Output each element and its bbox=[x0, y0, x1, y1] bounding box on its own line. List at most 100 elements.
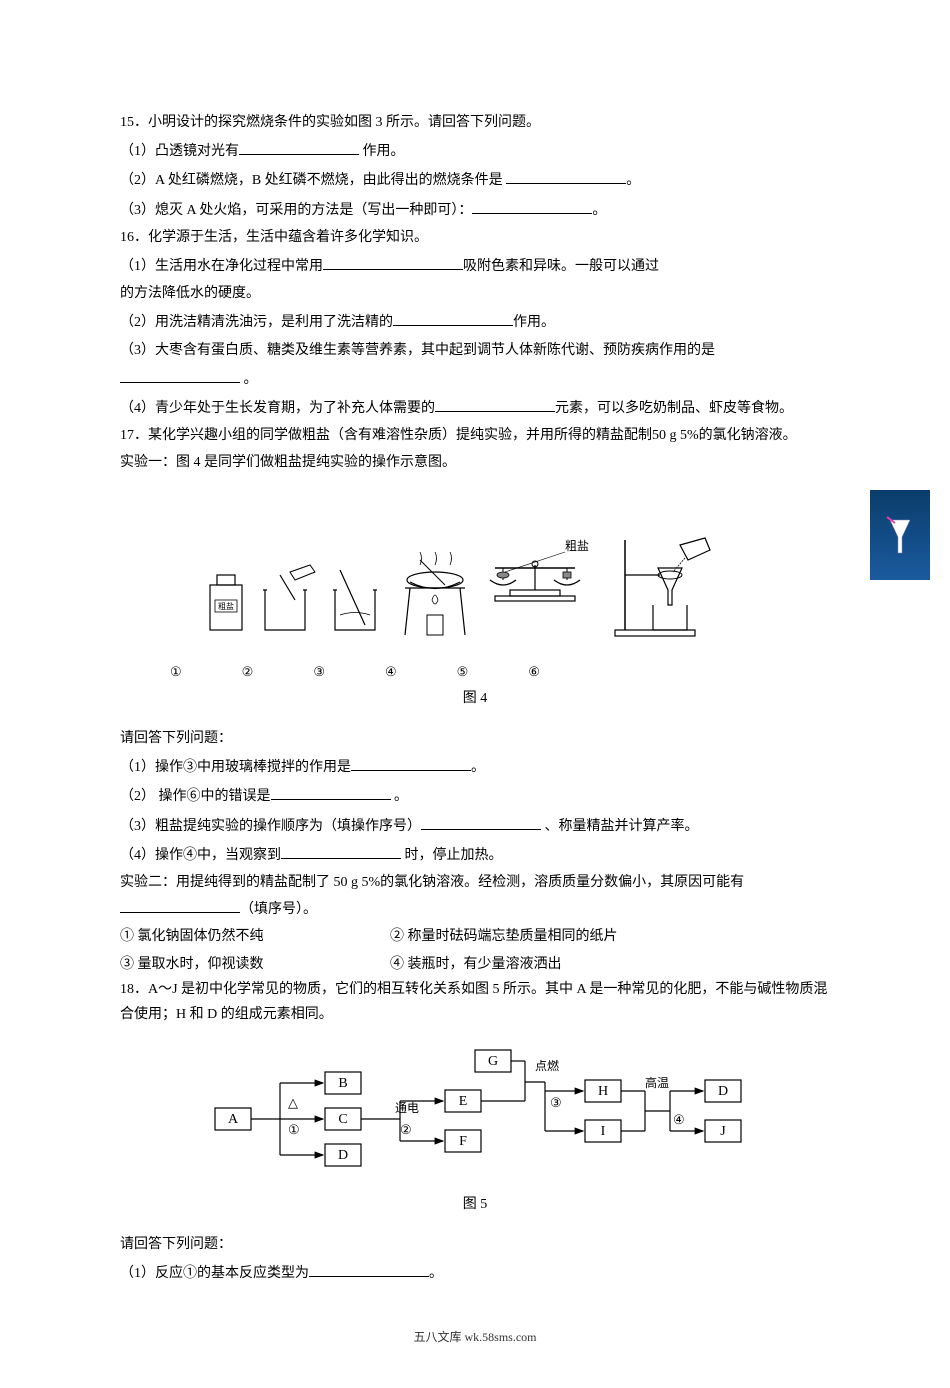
q15-part1: （1）凸透镜对光有 作用。 bbox=[120, 137, 830, 164]
label-r4: ④ bbox=[673, 1112, 685, 1127]
q17-p3a: （3）粗盐提纯实验的操作顺序为（填操作序号） bbox=[120, 819, 421, 834]
figure4-container: 粗盐 bbox=[120, 490, 830, 711]
label-r1: ① bbox=[288, 1122, 300, 1137]
fig4-label-5: ⑤ bbox=[457, 660, 469, 683]
q16-p1a: （1）生活用水在净化过程中常用 bbox=[120, 259, 323, 274]
node-H: H bbox=[598, 1084, 608, 1099]
node-A: A bbox=[228, 1112, 239, 1127]
q17-p1b: 。 bbox=[471, 760, 485, 775]
figure5-caption: 图 5 bbox=[120, 1192, 830, 1217]
label-electrify: 通电 bbox=[395, 1101, 419, 1115]
fig4-label-3: ③ bbox=[313, 660, 325, 683]
blank bbox=[393, 308, 513, 326]
q15-part2: （2）A 处红磷燃烧，B 处红磷不燃烧，由此得出的燃烧条件是 。 bbox=[120, 166, 830, 193]
q17-p3b: 、称量精盐并计算产率。 bbox=[541, 819, 699, 834]
label-ignite: 点燃 bbox=[535, 1058, 559, 1073]
blank bbox=[421, 812, 541, 830]
figure4-labels: ① ② ③ ④ ⑤ ⑥ bbox=[140, 660, 570, 683]
label-r3: ③ bbox=[550, 1095, 562, 1110]
q16-p4b: 元素，可以多吃奶制品、虾皮等食物。 bbox=[555, 401, 793, 416]
q16-p2a: （2）用洗洁精清洗油污，是利用了洗洁精的 bbox=[120, 315, 393, 330]
side-photo bbox=[870, 490, 930, 580]
document-body: 15．小明设计的探究燃烧条件的实验如图 3 所示。请回答下列问题。 （1）凸透镜… bbox=[120, 110, 830, 1348]
q16-p2: （2）用洗洁精清洗油污，是利用了洗洁精的作用。 bbox=[120, 308, 830, 335]
label-triangle: △ bbox=[288, 1095, 298, 1110]
q18-title: 18．A～J 是初中化学常见的物质，它们的相互转化关系如图 5 所示。其中 A … bbox=[120, 977, 830, 1027]
q16-p1b: 吸附色素和异味。一般可以通过 bbox=[463, 259, 659, 274]
q17-exp1: 实验一：图 4 是同学们做粗盐提纯实验的操作示意图。 bbox=[120, 450, 830, 475]
q17-exp2b: （填序号）。 bbox=[240, 902, 317, 917]
fig4-label-4: ④ bbox=[385, 660, 397, 683]
q17-p2a: （2） 操作⑥中的错误是 bbox=[120, 789, 271, 804]
q17-prompt: 请回答下列问题： bbox=[120, 726, 830, 751]
q18-p1b: 。 bbox=[429, 1266, 443, 1281]
blank bbox=[323, 252, 463, 270]
funnel-mini-icon bbox=[885, 515, 915, 555]
label-r2: ② bbox=[400, 1122, 412, 1137]
node-J: J bbox=[720, 1124, 726, 1139]
q16-title: 16．化学源于生活，生活中蕴含着许多化学知识。 bbox=[120, 225, 830, 250]
fig4-label-1: ① bbox=[170, 660, 182, 683]
apparatus-2 bbox=[263, 565, 315, 630]
q16-p3a: （3）大枣含有蛋白质、糖类及维生素等营养素，其中起到调节人体新陈代谢、预防疾病作… bbox=[120, 343, 715, 358]
blank bbox=[239, 137, 359, 155]
q17-p4a: （4）操作④中，当观察到 bbox=[120, 848, 281, 863]
q17-opt4: ④ 装瓶时，有少量溶液洒出 bbox=[390, 952, 562, 977]
figure5: A B C D E F G H bbox=[175, 1042, 775, 1182]
blank bbox=[309, 1259, 429, 1277]
blank bbox=[120, 365, 240, 383]
q15-p1-suffix: 作用。 bbox=[359, 144, 405, 159]
label-hightemp: 高温 bbox=[645, 1075, 669, 1090]
apparatus-5: 粗盐 bbox=[490, 539, 589, 601]
q17-exp2a: 实验二：用提纯得到的精盐配制了 50 g 5%的氯化钠溶液。经检测，溶质质量分数… bbox=[120, 875, 744, 890]
q17-p2: （2） 操作⑥中的错误是 。 bbox=[120, 782, 830, 809]
q15-part3: （3）熄灭 A 处火焰，可采用的方法是（写出一种即可）：。 bbox=[120, 196, 830, 223]
q17-opt1: ① 氯化钠固体仍然不纯 bbox=[120, 924, 350, 949]
q18-p1: （1）反应①的基本反应类型为。 bbox=[120, 1259, 830, 1286]
svg-text:粗盐: 粗盐 bbox=[218, 601, 234, 611]
q17-p2b: 。 bbox=[391, 789, 409, 804]
q17-opt2: ② 称量时砝码端忘垫质量相同的纸片 bbox=[390, 924, 618, 949]
apparatus-6 bbox=[615, 538, 710, 636]
q15-p3-text: （3）熄灭 A 处火焰，可采用的方法是（写出一种即可）： bbox=[120, 203, 472, 218]
apparatus-4 bbox=[405, 552, 465, 635]
q16-p3: （3）大枣含有蛋白质、糖类及维生素等营养素，其中起到调节人体新陈代谢、预防疾病作… bbox=[120, 338, 830, 363]
figure5-container: A B C D E F G H bbox=[120, 1042, 830, 1217]
node-C: C bbox=[338, 1112, 347, 1127]
q17-exp2: 实验二：用提纯得到的精盐配制了 50 g 5%的氯化钠溶液。经检测，溶质质量分数… bbox=[120, 870, 830, 922]
q16-p4a: （4）青少年处于生长发育期，为了补充人体需要的 bbox=[120, 401, 435, 416]
q17-p3: （3）粗盐提纯实验的操作顺序为（填操作序号） 、称量精盐并计算产率。 bbox=[120, 812, 830, 839]
fig4-label-6: ⑥ bbox=[528, 660, 540, 683]
blank bbox=[271, 782, 391, 800]
node-E: E bbox=[459, 1094, 468, 1109]
q17-options-row1: ① 氯化钠固体仍然不纯 ② 称量时砝码端忘垫质量相同的纸片 bbox=[120, 924, 830, 949]
figure4-caption: 图 4 bbox=[120, 686, 830, 711]
q17-options-row2: ③ 量取水时，仰视读数 ④ 装瓶时，有少量溶液洒出 bbox=[120, 952, 830, 977]
blank bbox=[435, 394, 555, 412]
node-F: F bbox=[459, 1134, 467, 1149]
figure4-svg: 粗盐 bbox=[195, 490, 755, 650]
blank bbox=[281, 841, 401, 859]
q18-prompt: 请回答下列问题： bbox=[120, 1232, 830, 1257]
node-B: B bbox=[338, 1076, 347, 1091]
q16-p1c: 的方法降低水的硬度。 bbox=[120, 281, 830, 306]
q16-p1: （1）生活用水在净化过程中常用 吸附色素和异味。一般可以通过 bbox=[120, 252, 830, 279]
q16-p4: （4）青少年处于生长发育期，为了补充人体需要的 元素，可以多吃奶制品、虾皮等食物。 bbox=[120, 394, 830, 421]
q17-p4: （4）操作④中，当观察到 时，停止加热。 bbox=[120, 841, 830, 868]
q15-title: 15．小明设计的探究燃烧条件的实验如图 3 所示。请回答下列问题。 bbox=[120, 110, 830, 135]
q15-p2-text: （2）A 处红磷燃烧，B 处红磷不燃烧，由此得出的燃烧条件是 bbox=[120, 173, 506, 188]
salt-label: 粗盐 bbox=[565, 539, 589, 553]
node-D-left: D bbox=[338, 1148, 348, 1163]
q17-title: 17．某化学兴趣小组的同学做粗盐（含有难溶性杂质）提纯实验，并用所得的精盐配制5… bbox=[120, 423, 830, 448]
q17-opt3: ③ 量取水时，仰视读数 bbox=[120, 952, 350, 977]
blank bbox=[120, 895, 240, 913]
q17-p1: （1）操作③中用玻璃棒搅拌的作用是 。 bbox=[120, 753, 830, 780]
q16-p3b: 。 bbox=[240, 372, 258, 387]
fig4-label-2: ② bbox=[242, 660, 254, 683]
page-footer: 五八文库 wk.58sms.com bbox=[120, 1327, 830, 1349]
apparatus-1: 粗盐 bbox=[210, 575, 242, 630]
q17-p1a: （1）操作③中用玻璃棒搅拌的作用是 bbox=[120, 760, 351, 775]
blank bbox=[472, 196, 592, 214]
q15-p2-suffix: 。 bbox=[626, 173, 640, 188]
figure4: 粗盐 bbox=[195, 490, 755, 650]
